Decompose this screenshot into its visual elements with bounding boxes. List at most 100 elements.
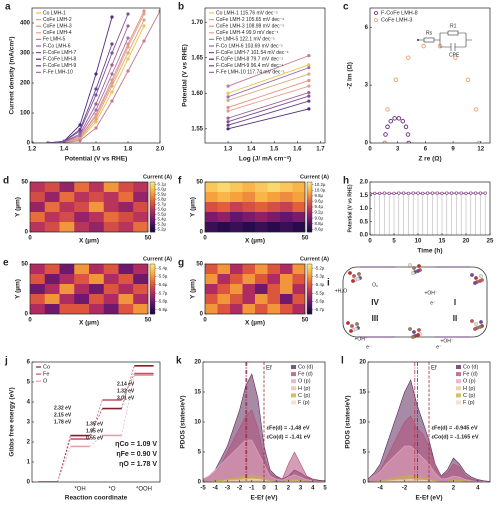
heat-cell [44, 294, 60, 305]
marker [406, 55, 411, 61]
colorbar-swatch [307, 214, 312, 217]
heat-cell [74, 284, 90, 295]
heat-cell [30, 284, 46, 295]
panel-label: a [5, 2, 11, 13]
colorbar-swatch [307, 204, 312, 207]
y-tick-label: 1.5 [360, 193, 369, 199]
y-axis-label: Potential (V vs RHE) [347, 184, 353, 232]
colorbar-swatch [307, 216, 312, 219]
heat-cell [30, 192, 46, 203]
atom [348, 271, 352, 275]
marker [307, 84, 311, 88]
panel-label: d [3, 176, 9, 187]
heat-cell [280, 274, 293, 285]
step-label: 1.78 eV [54, 419, 72, 425]
marker [464, 191, 468, 195]
colorbar-swatch [150, 192, 155, 195]
colorbar-swatch [150, 292, 155, 295]
heat-cell [292, 274, 305, 285]
colorbar-swatch [150, 198, 155, 201]
marker [226, 98, 230, 102]
step-label: 2.32 eV [54, 405, 72, 411]
diagram-label: e⁻ [436, 344, 442, 350]
plot-frame [369, 181, 491, 236]
marker [307, 72, 311, 76]
heat-cell [280, 222, 293, 232]
colorbar-swatch [307, 224, 312, 227]
heat-cell [118, 182, 134, 193]
plot-area [205, 182, 305, 232]
step-label: 1.95 eV [86, 428, 104, 434]
y-axis-label: Current density (mA/cm²) [9, 36, 16, 114]
x-axis-label: E-Ef (eV) [250, 495, 277, 502]
colorbar-swatch [150, 270, 155, 273]
heat-cell [230, 192, 243, 203]
marker [382, 191, 387, 195]
colorbar-tick-label: 5.7µ [158, 202, 167, 207]
colorbar-tick-label: 10.2µ [315, 182, 326, 187]
marker [126, 36, 130, 40]
colorbar-swatch [150, 288, 155, 291]
circuit-label: Rs [426, 30, 433, 36]
heat-cell [44, 304, 60, 314]
colorbar-swatch [307, 200, 312, 203]
x-tick-label: 2 [287, 486, 291, 492]
heat-cell [267, 222, 281, 232]
heat-cell [89, 304, 105, 314]
heat-cell [217, 212, 231, 223]
y-axis-label: Y (µm) [190, 197, 197, 217]
marker [387, 191, 391, 195]
heat-cell [59, 294, 75, 305]
marker [383, 132, 388, 137]
colorbar-swatch [150, 306, 155, 309]
marker [94, 102, 98, 106]
x-tick-label: 1.8 [124, 147, 133, 153]
legend-label: CoFe LMH-3 [381, 18, 412, 24]
diagram-label: III [372, 314, 379, 323]
colorbar-swatch [150, 228, 155, 231]
legend-label: F-CoFe LMH-7 [43, 50, 77, 56]
heat-cell [103, 192, 119, 203]
y-tick-label: 50 [196, 180, 203, 186]
plot-area [38, 364, 154, 482]
marker [110, 15, 114, 19]
heat-cell [133, 294, 148, 305]
marker [388, 118, 394, 124]
heat-cell [30, 222, 46, 232]
y-axis-label: -Z im (Ω) [347, 62, 354, 89]
heat-cell [74, 192, 90, 203]
x-tick-label: 0 [368, 147, 372, 153]
y-tick-label: 2 [27, 440, 31, 446]
panel-label: h [343, 176, 349, 187]
y-tick-label: 20 [194, 360, 201, 366]
plot-area [370, 191, 487, 235]
legend-label: F-Co LMH-6 103.69 mV dec⁻¹ [216, 43, 283, 49]
legend-label: O (p) [298, 379, 311, 385]
heat-cell [242, 284, 256, 295]
heat-cell [133, 212, 148, 223]
connector [57, 438, 71, 482]
heat-cell [74, 274, 90, 285]
colorbar-tick-label: 10.0µ [315, 187, 326, 192]
connector [89, 435, 103, 447]
colorbar-swatch [150, 274, 155, 277]
colorbar-tick-label: 9.4µ [315, 204, 324, 209]
colorbar-tick-label: -5.7µ [315, 307, 325, 312]
heat-cell [89, 264, 105, 275]
y-tick-label: 5 [363, 450, 367, 456]
marker [400, 118, 406, 124]
x-tick-label: 0 [203, 318, 207, 324]
colorbar-swatch [307, 210, 312, 213]
colorbar-tick-label: 5.9µ [158, 192, 167, 197]
colorbar-tick-label: 5.5µ [158, 212, 167, 217]
heat-cell [118, 274, 134, 285]
resistor [423, 37, 435, 43]
diagram-label: +H₂O [335, 288, 347, 294]
plot-frame [204, 7, 326, 144]
marker [142, 39, 146, 43]
diagram-label: e⁻ [366, 344, 372, 350]
legend-label: Fe LMH-5 [43, 37, 65, 43]
legend-swatch [291, 400, 296, 405]
atom [412, 330, 416, 334]
